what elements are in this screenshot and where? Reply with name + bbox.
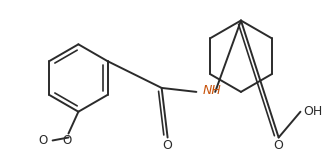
Text: O: O bbox=[163, 139, 173, 152]
Text: O: O bbox=[274, 139, 284, 152]
Text: O: O bbox=[38, 134, 48, 147]
Text: O: O bbox=[63, 134, 72, 147]
Text: NH: NH bbox=[202, 84, 221, 97]
Text: OH: OH bbox=[303, 105, 323, 118]
